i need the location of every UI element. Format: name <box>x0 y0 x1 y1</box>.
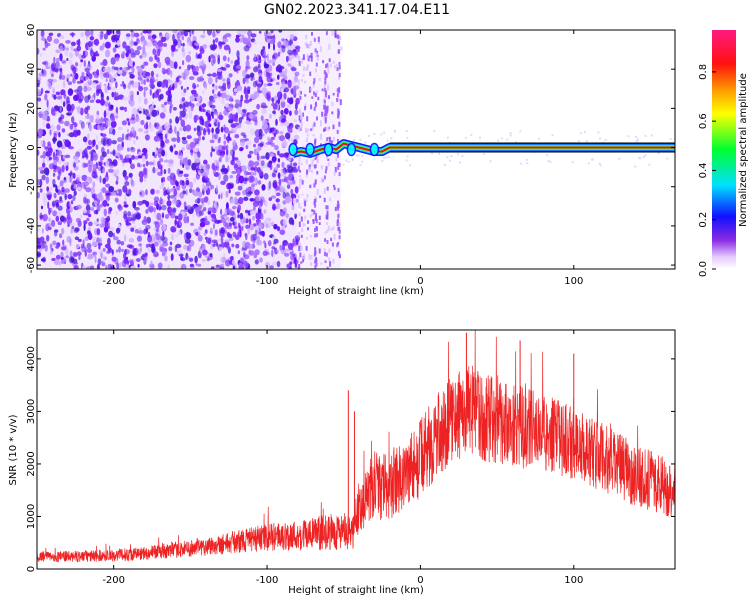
snr-x-tick-label: -200 <box>102 575 125 586</box>
spectrogram-x-tick-label: -200 <box>102 276 125 287</box>
spectrogram-x-axis-label: Height of straight line (km) <box>288 286 424 297</box>
spectrogram-y-axis-label: Frequency (Hz) <box>8 112 19 188</box>
snr-x-tick-label: 0 <box>417 575 423 586</box>
snr-y-tick-label: 2000 <box>26 451 37 476</box>
snr-y-tick-label: 1000 <box>26 504 37 529</box>
spectrogram-y-tick-label: 20 <box>26 102 37 115</box>
colorbar-tick-label: 0.6 <box>698 113 709 129</box>
spectrogram-y-tick-label: 40 <box>26 63 37 76</box>
snr-y-tick-label: 4000 <box>26 346 37 371</box>
snr-y-tick-label: 0 <box>26 566 37 572</box>
spectrogram-y-tick-label: -40 <box>26 218 37 234</box>
colorbar-tick-label: 0.8 <box>698 64 709 80</box>
figure-title: GN02.2023.341.17.04.E11 <box>264 2 450 18</box>
spectrogram-y-tick-label: 60 <box>26 24 37 37</box>
noise-speckle <box>37 30 675 269</box>
colorbar: 0.0 0.2 0.4 0.6 0.8 Normalized spectral ampl… <box>698 30 749 277</box>
colorbar-tick-label: 0.2 <box>698 212 709 228</box>
snr-x-tick-label: -100 <box>256 575 279 586</box>
snr-line <box>37 330 675 563</box>
spectrogram-heatmap <box>37 30 675 269</box>
spectrogram-frame <box>36 29 676 270</box>
snr-series <box>37 330 675 563</box>
snr-frame <box>36 329 676 570</box>
snr-y-axis-label: SNR (10 * v/v) <box>8 414 19 485</box>
spectrogram-x-tick-label: -100 <box>256 276 279 287</box>
colorbar-label: Normalized spectral amplitude <box>738 73 749 227</box>
carrier-band <box>288 139 675 158</box>
snr-y-tick-label: 3000 <box>26 399 37 424</box>
colorbar-tick-label: 0.4 <box>698 162 709 178</box>
snr-x-axis-label: Height of straight line (km) <box>288 585 424 596</box>
spectrogram-x-tick-label: 100 <box>564 276 583 287</box>
spectrogram-y-tick-label: -60 <box>26 257 37 273</box>
spectrogram-panel: -200 -100 0 100 60 40 20 0 -20 -40 -60 Height of s… <box>8 24 676 297</box>
colorbar-tick-label: 0.0 <box>698 261 709 277</box>
colorbar-gradient <box>712 30 736 269</box>
spectrogram-y-tick-label: 0 <box>26 144 37 150</box>
spectrogram-x-tick-label: 0 <box>417 276 423 287</box>
snr-x-tick-label: 100 <box>564 575 583 586</box>
spectrogram-y-tick-label: -20 <box>26 179 37 195</box>
